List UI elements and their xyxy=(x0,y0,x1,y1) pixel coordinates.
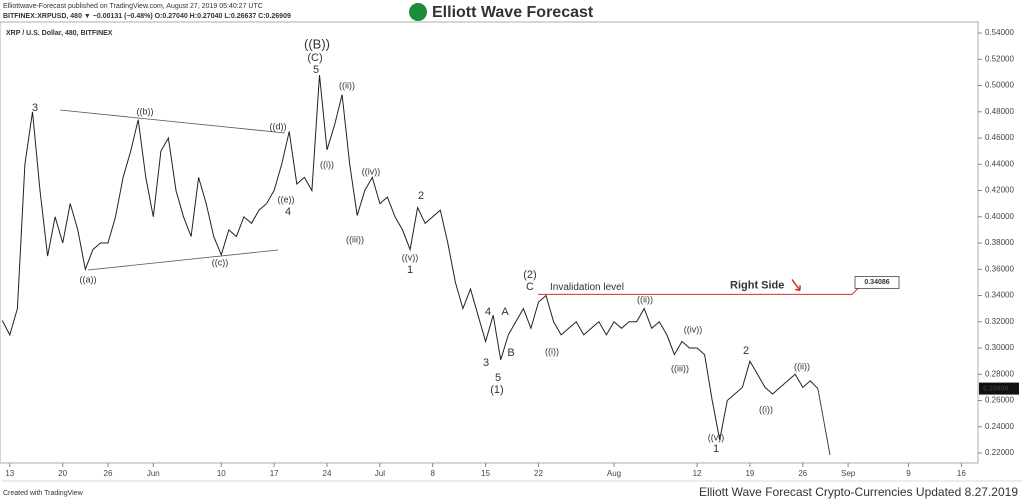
x-tick-label: 20 xyxy=(58,469,67,478)
y-tick-label: 0.38000 xyxy=(985,238,1014,247)
wave-label: ((c)) xyxy=(212,257,229,267)
y-tick-label: 0.50000 xyxy=(985,81,1014,90)
invalidation-badge xyxy=(854,275,900,289)
wave-label: ((iii)) xyxy=(346,234,364,244)
x-tick-label: 16 xyxy=(957,469,966,478)
wave-label: 3 xyxy=(483,357,489,369)
wave-label: 2 xyxy=(743,345,749,357)
wave-label: ((a)) xyxy=(80,274,97,284)
wave-label: (C) xyxy=(307,52,322,64)
wave-label: 4 xyxy=(285,206,291,218)
wave-label: 1 xyxy=(407,264,413,276)
wave-label: ((iv)) xyxy=(362,166,381,176)
y-tick-label: 0.34000 xyxy=(985,291,1014,300)
y-tick-label: 0.44000 xyxy=(985,159,1014,168)
wave-label: ((i)) xyxy=(320,159,334,169)
x-tick-label: 26 xyxy=(104,469,113,478)
invalidation-value: 0.34086 xyxy=(864,279,889,286)
x-tick-label: 12 xyxy=(693,469,702,478)
y-tick-label: 0.30000 xyxy=(985,343,1014,352)
chart-title: XRP / U.S. Dollar, 480, BITFINEX xyxy=(6,30,113,37)
wave-label: 5 xyxy=(495,372,501,384)
wave-label: ((i)) xyxy=(545,346,559,356)
x-tick-label: Jun xyxy=(147,469,160,478)
published-note: Elliottwave-Forecast published on Tradin… xyxy=(3,3,263,10)
wave-label: ((b)) xyxy=(137,106,154,116)
y-tick-label: 0.26000 xyxy=(985,396,1014,405)
wave-label: ((v)) xyxy=(402,252,419,262)
invalidation-text: Invalidation level xyxy=(550,282,624,293)
brand-name: Elliott Wave Forecast xyxy=(432,4,594,21)
wave-label: ((d)) xyxy=(270,121,287,131)
wave-label: ((ii)) xyxy=(637,294,653,304)
y-tick-label: 0.40000 xyxy=(985,212,1014,221)
y-tick-label: 0.32000 xyxy=(985,317,1014,326)
wave-label: ((i)) xyxy=(759,404,773,414)
wave-label: 4 xyxy=(485,306,491,318)
brand-logo xyxy=(409,3,427,21)
x-tick-label: Aug xyxy=(607,469,621,478)
x-tick-label: Jul xyxy=(375,469,385,478)
wave-label: ((B)) xyxy=(304,36,330,51)
wave-label: C xyxy=(526,281,534,293)
wave-label: ((iv)) xyxy=(684,324,703,334)
wave-label: (1) xyxy=(490,384,503,396)
wave-label: 3 xyxy=(32,102,38,114)
plot-frame xyxy=(0,21,979,464)
triangle-lower xyxy=(87,249,279,271)
y-tick-label: 0.52000 xyxy=(985,54,1014,63)
y-tick-label: 0.46000 xyxy=(985,133,1014,142)
x-tick-label: 9 xyxy=(906,469,911,478)
y-tick-label: 0.48000 xyxy=(985,107,1014,116)
y-tick-label: 0.54000 xyxy=(985,28,1014,37)
x-tick-label: 8 xyxy=(431,469,436,478)
quote-line: BITFINEX:XRPUSD, 480 ▼ −0.00131 (−0.48%)… xyxy=(3,13,291,20)
projection-line xyxy=(817,388,831,456)
footer-left: Created with TradingView xyxy=(3,490,84,497)
x-tick-label: 24 xyxy=(323,469,332,478)
triangle-upper xyxy=(59,109,286,134)
right-side-arrow xyxy=(791,278,801,292)
y-tick-label: 0.28000 xyxy=(985,369,1014,378)
wave-label: ((e)) xyxy=(278,194,295,204)
wave-label: ((ii)) xyxy=(339,80,355,90)
wave-label: ((iii)) xyxy=(671,363,689,373)
x-tick-label: Sep xyxy=(841,469,856,478)
footer-right: Elliott Wave Forecast Crypto-Currencies … xyxy=(699,485,1018,499)
x-tick-label: 17 xyxy=(270,469,279,478)
wave-label: ((v)) xyxy=(708,432,725,442)
wave-label: 1 xyxy=(713,443,719,455)
wave-label: B xyxy=(507,347,514,359)
y-tick-label: 0.42000 xyxy=(985,186,1014,195)
x-tick-label: 19 xyxy=(745,469,754,478)
y-tick-label: 0.24000 xyxy=(985,422,1014,431)
last-price-label: 0.26909 xyxy=(983,385,1008,392)
wave-label: 5 xyxy=(313,64,319,76)
x-tick-label: 15 xyxy=(481,469,490,478)
wave-label: 2 xyxy=(418,190,424,202)
x-tick-label: 10 xyxy=(217,469,226,478)
x-tick-label: 13 xyxy=(5,469,14,478)
price-line xyxy=(1,74,819,440)
wave-label: (2) xyxy=(523,269,536,281)
x-tick-label: 22 xyxy=(534,469,543,478)
wave-label: ((ii)) xyxy=(794,361,810,371)
wave-label: A xyxy=(501,306,509,318)
y-tick-label: 0.36000 xyxy=(985,264,1014,273)
y-tick-label: 0.22000 xyxy=(985,448,1014,457)
last-price-badge xyxy=(979,382,1019,395)
x-tick-label: 26 xyxy=(798,469,807,478)
right-side-label: Right Side xyxy=(730,279,784,291)
